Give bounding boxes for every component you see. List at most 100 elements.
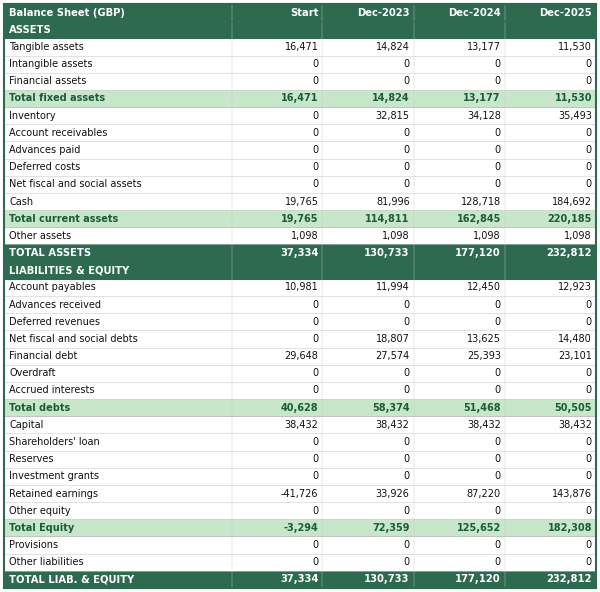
Bar <box>322 193 413 210</box>
Bar <box>322 176 413 193</box>
Text: Financial assets: Financial assets <box>9 76 86 86</box>
Bar <box>4 382 232 399</box>
Text: 0: 0 <box>586 385 592 395</box>
Text: 220,185: 220,185 <box>548 214 592 224</box>
Text: 0: 0 <box>586 300 592 310</box>
Bar <box>4 141 232 159</box>
Text: 11,530: 11,530 <box>558 42 592 52</box>
Text: 184,692: 184,692 <box>552 197 592 207</box>
Bar <box>322 38 413 56</box>
Bar <box>505 399 596 416</box>
Text: 0: 0 <box>586 506 592 516</box>
Text: 0: 0 <box>404 471 410 481</box>
Bar <box>322 536 413 554</box>
Bar <box>505 159 596 176</box>
Text: 0: 0 <box>313 76 319 86</box>
Text: 0: 0 <box>495 179 501 189</box>
Text: TOTAL LIAB. & EQUITY: TOTAL LIAB. & EQUITY <box>9 574 134 584</box>
Text: 130,733: 130,733 <box>364 574 410 584</box>
Bar <box>322 4 413 21</box>
Text: 18,807: 18,807 <box>376 334 410 344</box>
Text: 0: 0 <box>313 317 319 327</box>
Text: 0: 0 <box>495 145 501 155</box>
Text: 128,718: 128,718 <box>461 197 501 207</box>
Text: 33,926: 33,926 <box>376 488 410 498</box>
Bar <box>413 193 505 210</box>
Text: Net fiscal and social assets: Net fiscal and social assets <box>9 179 142 189</box>
Bar <box>413 348 505 365</box>
Text: 37,334: 37,334 <box>280 248 319 258</box>
Bar <box>322 141 413 159</box>
Bar <box>4 519 232 536</box>
Bar <box>232 176 322 193</box>
Text: 0: 0 <box>313 540 319 550</box>
Text: 0: 0 <box>404 76 410 86</box>
Text: 0: 0 <box>586 128 592 138</box>
Bar <box>322 90 413 107</box>
Bar <box>232 193 322 210</box>
Bar <box>413 73 505 90</box>
Bar <box>4 554 232 571</box>
Bar <box>232 159 322 176</box>
Bar <box>232 210 322 227</box>
Text: 0: 0 <box>313 59 319 69</box>
Bar <box>505 468 596 485</box>
Bar <box>232 451 322 468</box>
Text: Dec-2023: Dec-2023 <box>357 8 410 18</box>
Text: 162,845: 162,845 <box>457 214 501 224</box>
Bar <box>413 107 505 124</box>
Bar <box>413 56 505 73</box>
Text: 0: 0 <box>495 506 501 516</box>
Text: 29,648: 29,648 <box>284 351 319 361</box>
Bar <box>322 56 413 73</box>
Text: 38,432: 38,432 <box>558 420 592 430</box>
Bar <box>505 21 596 38</box>
Bar <box>4 571 232 588</box>
Text: 0: 0 <box>495 454 501 464</box>
Text: 0: 0 <box>495 471 501 481</box>
Text: 0: 0 <box>495 76 501 86</box>
Text: 0: 0 <box>404 317 410 327</box>
Bar <box>322 124 413 141</box>
Text: 25,393: 25,393 <box>467 351 501 361</box>
Bar <box>413 21 505 38</box>
Text: 0: 0 <box>404 179 410 189</box>
Text: Tangible assets: Tangible assets <box>9 42 84 52</box>
Bar <box>4 262 232 279</box>
Bar <box>232 485 322 502</box>
Bar <box>232 433 322 451</box>
Bar <box>322 244 413 262</box>
Bar <box>4 159 232 176</box>
Bar <box>322 554 413 571</box>
Text: 0: 0 <box>313 128 319 138</box>
Bar <box>505 56 596 73</box>
Bar <box>413 227 505 244</box>
Text: 38,432: 38,432 <box>376 420 410 430</box>
Bar <box>232 571 322 588</box>
Text: 0: 0 <box>404 162 410 172</box>
Bar <box>4 90 232 107</box>
Bar <box>413 554 505 571</box>
Text: 40,628: 40,628 <box>281 403 319 413</box>
Bar <box>413 244 505 262</box>
Text: 81,996: 81,996 <box>376 197 410 207</box>
Text: 1,098: 1,098 <box>473 231 501 241</box>
Bar <box>505 90 596 107</box>
Bar <box>322 502 413 519</box>
Bar <box>232 313 322 330</box>
Bar <box>232 107 322 124</box>
Text: 232,812: 232,812 <box>547 574 592 584</box>
Bar <box>4 210 232 227</box>
Bar <box>505 107 596 124</box>
Bar <box>232 73 322 90</box>
Text: ASSETS: ASSETS <box>9 25 52 35</box>
Bar <box>413 90 505 107</box>
Bar <box>413 536 505 554</box>
Bar <box>4 416 232 433</box>
Bar <box>4 313 232 330</box>
Bar <box>322 382 413 399</box>
Bar <box>505 433 596 451</box>
Bar <box>232 365 322 382</box>
Bar <box>413 330 505 348</box>
Bar <box>322 571 413 588</box>
